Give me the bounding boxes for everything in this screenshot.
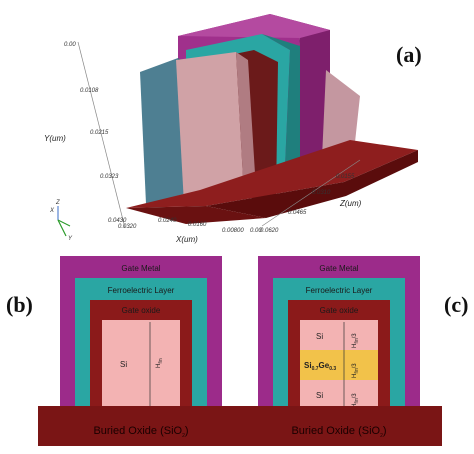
b-buried-oxide-text: Buried Oxide (SiO2) bbox=[93, 425, 188, 439]
z-axis-line bbox=[261, 159, 361, 227]
z-tick-3: 0.0155 bbox=[336, 174, 355, 180]
ferroelectric-side bbox=[262, 34, 300, 190]
y-axis-line bbox=[77, 41, 126, 229]
x-tick-1: 0.0240 bbox=[158, 218, 177, 224]
y-tick-2: 0.0215 bbox=[90, 130, 109, 136]
base-slab-front bbox=[126, 206, 266, 224]
y-axis-title: Y(um) bbox=[44, 134, 66, 143]
b-si-text: Si bbox=[120, 360, 127, 369]
x-tick-3: 0.00800 bbox=[222, 228, 244, 234]
orientation-triad-icon: X Z Y bbox=[49, 200, 73, 242]
triad-y-label: Y bbox=[68, 236, 73, 242]
base-slab-right bbox=[206, 150, 418, 218]
panel-a: 0.00 0.0108 0.0215 0.0323 0.0430 Y(um) 0… bbox=[44, 14, 422, 244]
c-si-top bbox=[300, 320, 378, 350]
c-dim-label-bottom: Hfin/3 bbox=[352, 393, 360, 408]
z-tick-1: 0.0465 bbox=[288, 210, 307, 216]
panel-c-label: (c) bbox=[444, 292, 468, 317]
x-tick-0: 0.0320 bbox=[118, 224, 137, 230]
c-dim-label-mid: Hfin/3 bbox=[352, 363, 360, 378]
x-axis-title: X(um) bbox=[175, 235, 198, 244]
b-gate-oxide-text: Gate oxide bbox=[122, 306, 161, 315]
b-si-fin bbox=[102, 320, 180, 410]
c-si-bottom-text: Si bbox=[316, 391, 323, 400]
y-tick-3: 0.0323 bbox=[100, 174, 119, 180]
triad-z-label: Z bbox=[55, 200, 60, 206]
c-dim-label-top: Hfin/3 bbox=[352, 333, 360, 348]
fin-pink-side bbox=[236, 52, 256, 196]
panel-b-label: (b) bbox=[6, 292, 33, 317]
b-buried-oxide bbox=[38, 406, 244, 446]
triad-x-label: X bbox=[49, 208, 55, 214]
c-buried-oxide-text: Buried Oxide (SiO2) bbox=[291, 425, 386, 439]
gate-metal-top bbox=[178, 14, 330, 38]
b-gate-metal-text: Gate Metal bbox=[121, 264, 160, 273]
b-ferroelectric-text: Ferroelectric Layer bbox=[108, 286, 175, 295]
z-axis-title: Z(um) bbox=[339, 199, 362, 208]
panel-b: (b) Gate Metal Ferroelectric Layer Gate … bbox=[6, 256, 244, 446]
x-tick-2: 0.0160 bbox=[188, 222, 207, 228]
panel-c: Gate Metal Ferroelectric Layer Gate oxid… bbox=[236, 256, 468, 446]
y-tick-0: 0.00 bbox=[64, 42, 76, 48]
z-tick-2: 0.0310 bbox=[312, 190, 331, 196]
x-tick-4: 0.00 bbox=[250, 228, 262, 234]
base-slab-top bbox=[126, 140, 418, 208]
b-hfin-label: Hfin bbox=[156, 358, 164, 368]
c-si-bottom bbox=[300, 380, 378, 410]
fin-blue-front bbox=[140, 58, 184, 204]
c-si-top-text: Si bbox=[316, 332, 323, 341]
c-gate-oxide-text: Gate oxide bbox=[320, 306, 359, 315]
c-gate-metal-text: Gate Metal bbox=[319, 264, 358, 273]
panel-a-label: (a) bbox=[396, 42, 422, 67]
c-sige-layer bbox=[300, 350, 378, 380]
fin-pink-front bbox=[176, 52, 244, 204]
c-buried-oxide bbox=[236, 406, 442, 446]
y-tick-1: 0.0108 bbox=[80, 88, 99, 94]
z-tick-0: 0.0620 bbox=[260, 228, 279, 234]
y-tick-4: 0.0430 bbox=[108, 218, 127, 224]
c-sige-text: Si0.7Ge0.3 bbox=[304, 361, 336, 372]
c-ferroelectric-text: Ferroelectric Layer bbox=[306, 286, 373, 295]
